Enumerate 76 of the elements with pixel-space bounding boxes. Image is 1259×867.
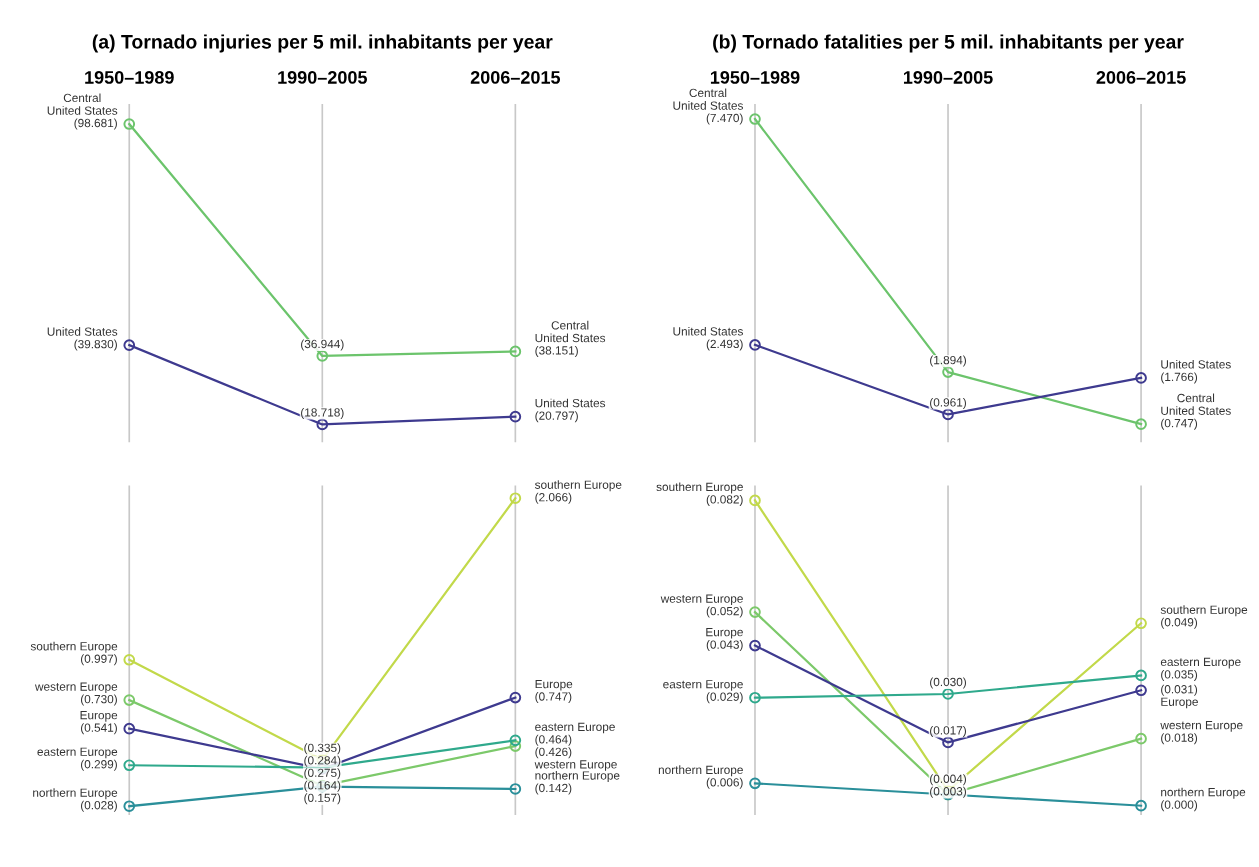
data-label: (0.043) [706, 640, 743, 652]
text: United States [1161, 359, 1231, 369]
chart-title: (b) Tornado fatalities per 5 mil. inhabitants per year [713, 34, 1184, 53]
data-label: (18.718) [301, 407, 344, 419]
series-label: southern Europe [656, 482, 743, 494]
data-label: (0.142) [535, 783, 572, 795]
text: southern Europe [534, 480, 622, 492]
data-label: (0.000) [1161, 800, 1198, 812]
text: eastern Europe [535, 722, 615, 734]
data-label: (0.464) [535, 734, 572, 746]
series-label: Central United States [673, 88, 743, 110]
data-label: (0.004) [930, 774, 966, 786]
text: western Europe [1160, 721, 1243, 732]
series-label: eastern Europe [663, 680, 743, 691]
series-label: western Europe [660, 594, 743, 606]
x-tick-label: 1950–1989 [710, 71, 800, 84]
x-tick-label: 1950–1989 [85, 71, 174, 84]
data-label: (0.284) [304, 755, 341, 767]
data-label: (0.029) [706, 692, 743, 704]
series-label: northern Europe [658, 765, 743, 777]
series-label: Europe [706, 628, 743, 639]
series-label: United States [673, 326, 743, 336]
data-label: (0.299) [81, 759, 117, 771]
data-label: (0.335) [304, 743, 341, 755]
data-label: (0.035) [1161, 669, 1198, 681]
data-label: (7.470) [706, 113, 743, 125]
data-label: (0.003) [930, 786, 966, 798]
data-label: (0.747) [535, 692, 572, 704]
data-label: (0.730) [81, 694, 117, 706]
x-tick-label: 2006–2015 [470, 71, 561, 84]
x-tick-label: 1990–2005 [903, 71, 993, 84]
series-label: western Europe [34, 682, 118, 694]
data-label: (98.681) [74, 118, 117, 130]
data-label: (0.006) [706, 777, 743, 789]
text: Central United States [1161, 393, 1231, 415]
series-label: northern Europe [33, 788, 118, 800]
series-label: Europe [80, 711, 118, 722]
text: northern Europe [535, 770, 620, 782]
data-label: (0.747) [1161, 418, 1198, 430]
data-label: (1.894) [930, 355, 966, 367]
text: United States [535, 398, 606, 408]
chart-title: (a) Tornado injuries per 5 mil. inhabitants per year [92, 34, 553, 53]
text: western Europe [534, 760, 617, 771]
text: eastern Europe [1160, 657, 1241, 669]
data-label: (0.157) [304, 793, 341, 805]
data-label: (20.797) [535, 411, 578, 423]
text: southern Europe [1160, 605, 1248, 617]
data-label: (0.030) [930, 677, 966, 689]
series-label: United States [47, 327, 118, 336]
x-tick-label: 1990–2005 [278, 71, 367, 84]
data-label: (0.028) [81, 800, 117, 812]
data-label: (0.049) [1161, 617, 1198, 629]
data-label: (0.031) [1161, 684, 1198, 696]
text: Europe [1161, 697, 1198, 709]
text: Europe [535, 679, 573, 691]
data-label: (0.275) [304, 768, 341, 780]
data-label: (0.018) [1161, 733, 1198, 745]
data-label: (0.052) [706, 606, 743, 618]
data-label: (2.066) [535, 492, 572, 504]
series-label: Central United States [47, 93, 118, 115]
data-label: (1.766) [1161, 372, 1198, 384]
data-label: (0.541) [81, 723, 117, 735]
data-label: (39.830) [74, 339, 117, 351]
data-label: (0.017) [930, 725, 966, 737]
data-label: (36.944) [301, 339, 344, 351]
x-tick-label: 2006–2015 [1096, 71, 1186, 84]
series-label: southern Europe [30, 641, 118, 653]
text: northern Europe [1161, 787, 1246, 799]
data-label: (0.426) [535, 747, 572, 759]
data-label: (0.082) [706, 494, 743, 506]
series-label: eastern Europe [37, 747, 118, 759]
text: Central United States [535, 320, 606, 343]
data-label: (38.151) [535, 345, 578, 357]
data-label: (0.997) [81, 654, 117, 666]
data-label: (2.493) [706, 339, 743, 351]
data-label: (0.961) [930, 397, 966, 409]
